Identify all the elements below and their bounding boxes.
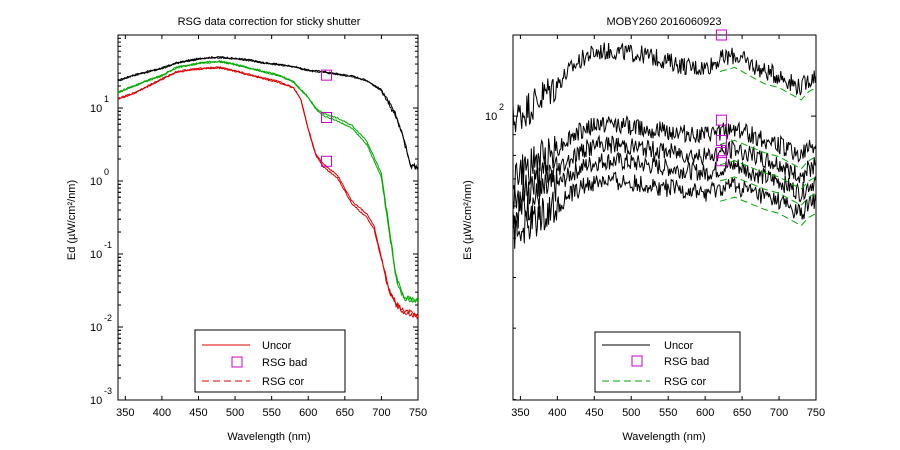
chart-right-xtick-label: 550 bbox=[659, 407, 677, 419]
chart-left-xtick-label: 400 bbox=[153, 407, 171, 419]
chart-right-rsg-bad-marker bbox=[715, 114, 727, 126]
chart-left-title: RSG data correction for sticky shutter bbox=[178, 16, 361, 28]
chart-left-legend-uncor-label: Uncor bbox=[262, 340, 292, 352]
chart-right-series-group bbox=[513, 42, 816, 249]
chart-right-ylabel: Es (µW/cm²/nm) bbox=[462, 180, 474, 260]
chart-right-legend-rsgbad-label: RSG bad bbox=[664, 356, 709, 368]
chart-right-rsg-bad-marker bbox=[715, 134, 727, 146]
chart-right-xtick-label: 750 bbox=[807, 407, 825, 419]
chart-left-series-group bbox=[118, 55, 418, 320]
chart-left-ytick-exp: -3 bbox=[104, 386, 112, 396]
chart-left-xtick-label: 350 bbox=[116, 407, 134, 419]
chart-left-ytick-exp: -1 bbox=[104, 240, 112, 250]
chart-left-ytick-exp: 1 bbox=[104, 94, 109, 104]
chart-right-rsg-bad-marker bbox=[715, 29, 727, 41]
chart-left-legend: Uncor RSG bad RSG cor bbox=[194, 329, 346, 393]
chart-right-series-line bbox=[513, 134, 816, 212]
chart-left-series-line bbox=[118, 60, 418, 303]
chart-left-plot: 350 400 450 500 550 600 650 700 75010110010-110-… bbox=[90, 34, 427, 419]
chart-left-xtick-label: 550 bbox=[262, 407, 280, 419]
chart-left-xtick-label: 750 bbox=[409, 407, 427, 419]
chart-right-xtick-label: 450 bbox=[585, 407, 603, 419]
chart-right-legend-rsgbad-marker bbox=[631, 355, 643, 367]
chart-left-xtick-label: 700 bbox=[372, 407, 390, 419]
chart-right-ytick-exp: 2 bbox=[499, 102, 504, 112]
chart-left-legend-box bbox=[194, 329, 346, 393]
chart-right-plot: 350 400 450 500 550 600 650 700 750 102 bbox=[485, 29, 825, 419]
chart-left-ytick-exp: -2 bbox=[104, 313, 112, 323]
chart-left-xtick-label: 500 bbox=[226, 407, 244, 419]
chart-right-series-line bbox=[513, 171, 816, 249]
chart-right-ytick-base: 10 bbox=[485, 111, 497, 123]
chart-right-xtick-label: 500 bbox=[622, 407, 640, 419]
chart-left: RSG data correction for sticky shutter 3… bbox=[66, 16, 427, 443]
chart-right-legend-rsgcor-label: RSG cor bbox=[664, 376, 707, 388]
chart-left-xlabel: Wavelength (nm) bbox=[227, 431, 310, 443]
chart-left-ytick-base: 10 bbox=[90, 176, 102, 188]
chart-right-series-line bbox=[513, 114, 816, 192]
chart-left-rsg-bad-marker bbox=[321, 69, 333, 81]
chart-left-legend-rsgbad-marker bbox=[231, 356, 243, 368]
chart-left-xtick-label: 450 bbox=[189, 407, 207, 419]
chart-right-title: MOBY260 2016060923 bbox=[607, 16, 722, 28]
chart-left-series-line bbox=[118, 60, 418, 304]
chart-right-legend-uncor-label: Uncor bbox=[664, 340, 694, 352]
chart-right-legend: Uncor RSG bad RSG cor bbox=[594, 331, 741, 393]
chart-right-xtick-label: 400 bbox=[548, 407, 566, 419]
chart-right-xtick-label: 650 bbox=[733, 407, 751, 419]
chart-left-series-line bbox=[118, 66, 418, 320]
chart-left-ytick-base: 10 bbox=[90, 103, 102, 115]
chart-left-ylabel: Ed (µW/cm²/nm) bbox=[66, 180, 78, 260]
chart-right-rsg-bad-marker bbox=[715, 147, 727, 159]
chart-left-series-line bbox=[118, 56, 418, 170]
chart-left-legend-rsgbad-label: RSG bad bbox=[262, 357, 307, 369]
chart-right-xtick-label: 350 bbox=[511, 407, 529, 419]
chart-right-series-line bbox=[513, 42, 816, 133]
chart-right-series-line bbox=[513, 151, 816, 229]
chart-right-xtick-label: 600 bbox=[696, 407, 714, 419]
chart-left-axes-frame bbox=[117, 34, 419, 401]
chart-left-xtick-label: 650 bbox=[336, 407, 354, 419]
chart-right-rsg-bad-marker bbox=[715, 155, 727, 167]
chart-right-xlabel: Wavelength (nm) bbox=[622, 431, 705, 443]
chart-right: MOBY260 2016060923 350 400 450 500 550 600 650… bbox=[462, 16, 825, 443]
chart-right-xtick-label: 700 bbox=[770, 407, 788, 419]
chart-left-ytick-base: 10 bbox=[90, 322, 102, 334]
chart-left-ytick-base: 10 bbox=[90, 249, 102, 261]
chart-left-ytick-base: 10 bbox=[90, 395, 102, 407]
chart-left-legend-rsgcor-label: RSG cor bbox=[262, 376, 305, 388]
chart-left-rsg-bad-marker bbox=[321, 155, 333, 167]
chart-left-xtick-label: 600 bbox=[299, 407, 317, 419]
chart-right-legend-box bbox=[594, 331, 741, 393]
chart-left-ytick-exp: 0 bbox=[104, 167, 109, 177]
chart-left-rsg-bad-marker bbox=[321, 111, 333, 123]
